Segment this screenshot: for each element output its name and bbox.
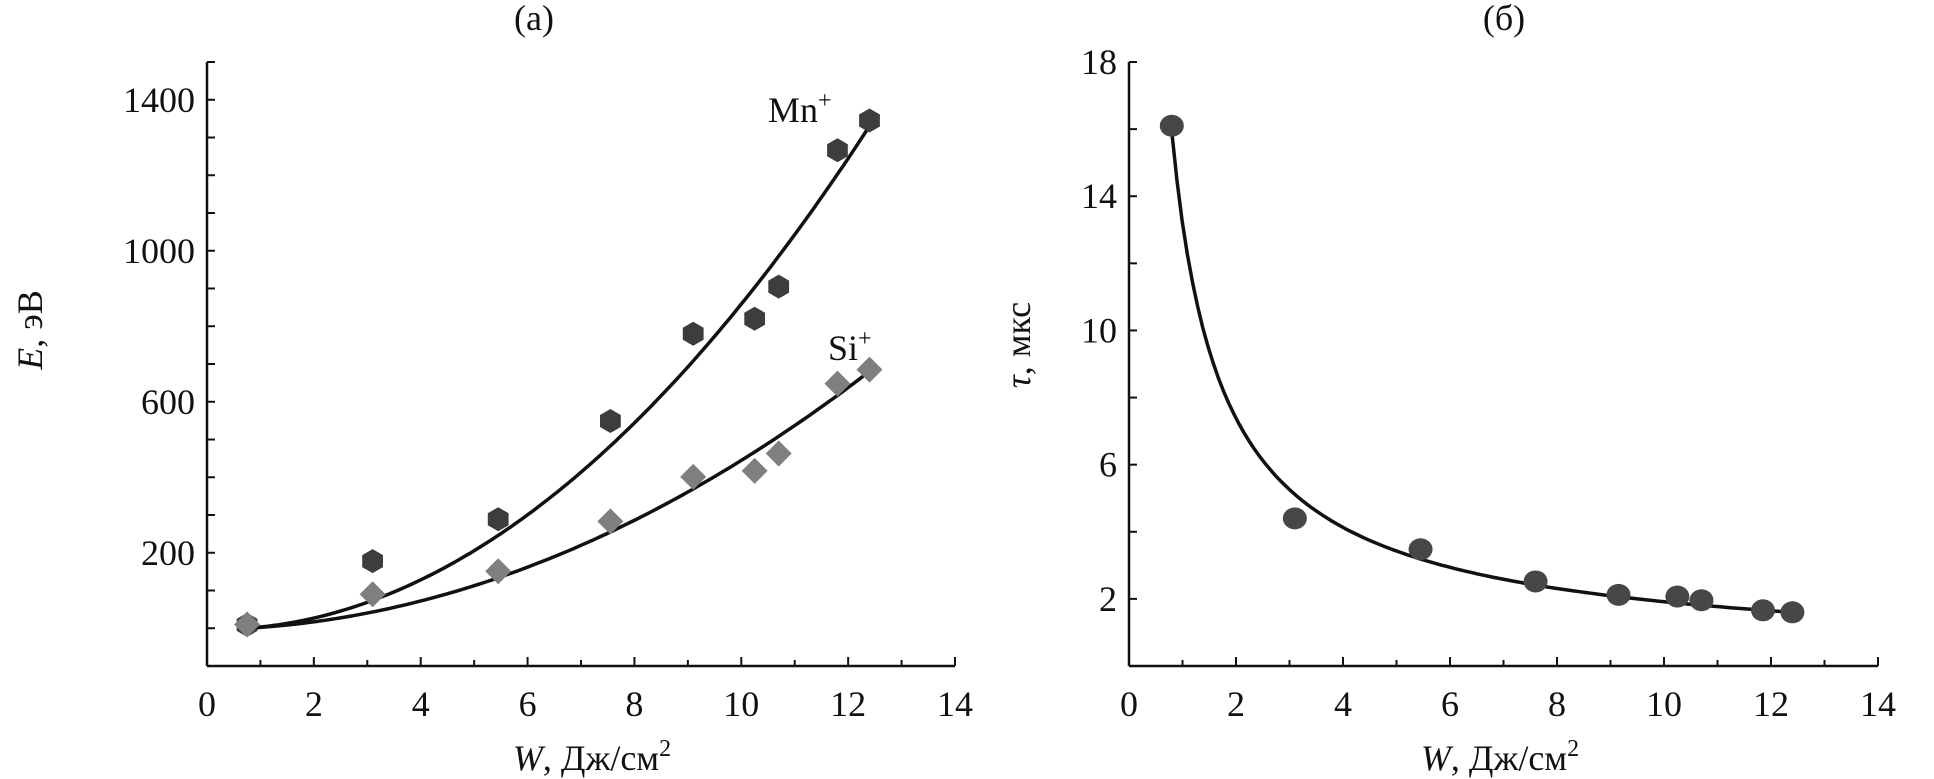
y-tick-label: 18 (1081, 42, 1117, 82)
data-point (1159, 114, 1184, 137)
x-axis-title: W, Дж/см2 (513, 736, 671, 778)
x-axis-sup: 2 (1567, 736, 1579, 762)
y-tick-label: 2 (1099, 579, 1117, 619)
chart-title: (а) (514, 0, 554, 38)
data-point (1689, 589, 1714, 612)
series-label: Mn+ (768, 88, 832, 130)
chart-panel-0: (а) 0 2 4 6 8 10 12 14 200 600 1000 1400 E, эВ W, Дж/с… (10, 0, 973, 778)
data-point (487, 507, 509, 532)
data-point (234, 611, 261, 638)
y-tick-label: 14 (1081, 176, 1117, 216)
data-point (1282, 507, 1307, 530)
data-point (680, 463, 707, 490)
series-label-sup: + (858, 326, 872, 352)
x-tick-label: 8 (625, 684, 643, 724)
data-point (597, 508, 624, 535)
x-tick-label: 8 (1548, 684, 1566, 724)
series-label: Si+ (828, 326, 872, 368)
data-point (362, 549, 383, 574)
data-point (856, 356, 883, 383)
x-tick-label: 10 (1646, 684, 1682, 724)
x-axis-unit: , Дж/см (543, 738, 659, 778)
series-label-base: Mn (768, 90, 818, 130)
series-label-base: Si (828, 328, 858, 368)
data-point (1780, 601, 1805, 624)
y-axis-unit: , мкс (998, 302, 1038, 375)
y-tick-label: 1000 (123, 231, 195, 271)
data-point (1606, 583, 1631, 606)
y-tick-label: 200 (141, 533, 195, 573)
fit-curve (1170, 131, 1793, 615)
fit-curve (246, 370, 871, 631)
x-tick-label: 6 (1441, 684, 1459, 724)
fit-curve (246, 125, 871, 631)
x-tick-label: 14 (937, 684, 973, 724)
x-tick-label: 4 (1334, 684, 1352, 724)
y-axis-title: τ, мкс (998, 302, 1038, 388)
y-axis-var: E (10, 348, 50, 371)
data-point (1523, 570, 1548, 593)
series-Mn+: Mn+ (236, 88, 880, 637)
series-label-sup: + (818, 88, 832, 114)
y-axis-title: E, эВ (10, 290, 50, 370)
data-point (682, 321, 704, 346)
x-axis-var: W (1421, 738, 1454, 778)
chart-title: (б) (1483, 0, 1525, 38)
data-point (768, 274, 790, 299)
data-point (744, 306, 765, 331)
series-τ (1159, 114, 1805, 624)
x-tick-label: 12 (1753, 684, 1789, 724)
y-axis-unit: , эВ (10, 290, 50, 347)
data-point (1408, 538, 1433, 561)
x-axis-unit: , Дж/см (1451, 738, 1567, 778)
x-tick-label: 10 (723, 684, 759, 724)
x-axis-var: W (513, 738, 546, 778)
y-tick-label: 10 (1081, 310, 1117, 350)
x-tick-label: 2 (1227, 684, 1245, 724)
data-point (1750, 599, 1775, 622)
y-tick-label: 1400 (123, 80, 195, 120)
series-Si+: Si+ (234, 326, 883, 638)
data-point (765, 440, 792, 467)
x-axis-title: W, Дж/см2 (1421, 736, 1579, 778)
data-point (741, 457, 768, 484)
x-tick-label: 2 (305, 684, 323, 724)
y-tick-label: 6 (1099, 445, 1117, 485)
data-point (1665, 585, 1690, 608)
data-point (824, 370, 851, 397)
x-axis-sup: 2 (659, 736, 671, 762)
x-tick-label: 14 (1860, 684, 1896, 724)
x-tick-label: 6 (519, 684, 537, 724)
data-point (827, 138, 848, 163)
data-point (359, 581, 386, 608)
x-tick-label: 4 (412, 684, 430, 724)
x-tick-label: 0 (1120, 684, 1138, 724)
data-point (485, 558, 512, 585)
x-tick-label: 12 (830, 684, 866, 724)
data-point (600, 409, 621, 433)
x-tick-label: 0 (198, 684, 216, 724)
y-tick-label: 600 (141, 382, 195, 422)
y-axis-var: τ (998, 374, 1038, 388)
data-point (859, 108, 880, 133)
